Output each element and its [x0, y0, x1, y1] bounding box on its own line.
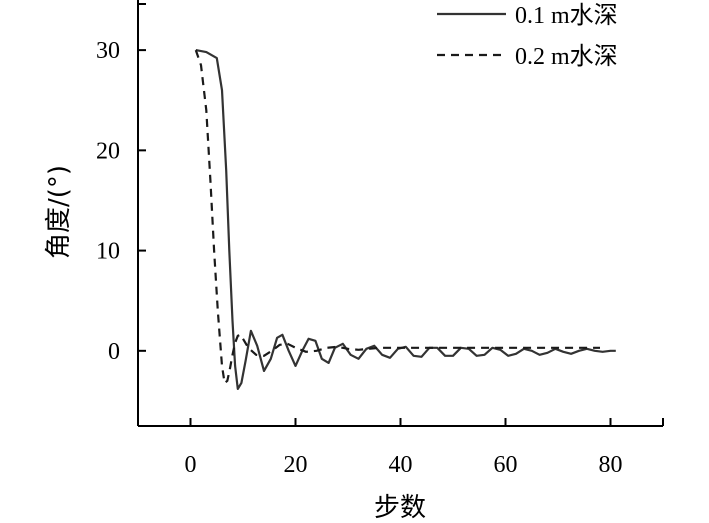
y-tick-label-10: 10: [96, 239, 120, 265]
y-tick-label-20: 20: [96, 138, 120, 164]
x-tick-label-40: 40: [389, 452, 413, 478]
legend: 0.1 m水深 0.2 m水深: [437, 2, 618, 70]
x-axis-title: 步数: [374, 493, 426, 523]
y-axis-title: 角度/(°): [44, 165, 74, 259]
legend-label-2: 0.2 m水深: [515, 43, 618, 70]
x-tick-label-60: 60: [494, 452, 518, 478]
ticks: 0 20 40 60 80 0 10 20 30: [96, 3, 664, 478]
series-line-2: [194, 49, 600, 384]
x-tick-label-0: 0: [185, 452, 197, 478]
x-tick-label-80: 80: [599, 452, 623, 478]
series-layer: [194, 49, 616, 390]
x-tick-label-20: 20: [284, 452, 308, 478]
series-line-1: [195, 49, 616, 390]
y-tick-label-30: 30: [96, 38, 120, 64]
y-tick-label-0: 0: [108, 339, 120, 365]
legend-label-1: 0.1 m水深: [515, 2, 618, 29]
